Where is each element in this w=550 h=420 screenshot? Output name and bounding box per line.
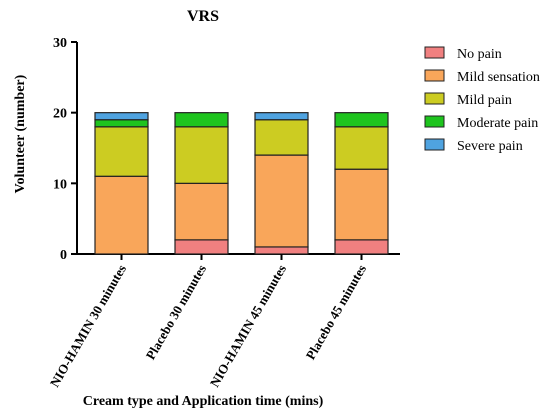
bar-segment	[254, 246, 309, 255]
bar-segment	[94, 175, 149, 255]
y-tick-label: 0	[60, 248, 67, 263]
legend-label: Mild sensation	[457, 70, 540, 85]
bar-segment	[94, 112, 149, 121]
y-tick-label: 10	[53, 177, 67, 192]
legend-swatch	[424, 69, 445, 82]
bar-segment	[254, 119, 309, 156]
legend-label: Mild pain	[457, 93, 512, 108]
legend-label: Moderate pain	[457, 116, 538, 131]
legend-label: Severe pain	[457, 139, 523, 154]
bar-segment	[334, 112, 389, 128]
y-axis-label: Volunteer (number)	[13, 74, 28, 193]
bar-segment	[254, 154, 309, 248]
plot-area: 0 10 20 30 NIO-HAMIN 30 minutes Placebo 30 mi…	[47, 36, 400, 390]
bar-segment	[334, 126, 389, 170]
chart-title: VRS	[187, 8, 219, 25]
y-tick-label: 30	[53, 36, 67, 51]
legend-label: No pain	[457, 47, 502, 62]
bar-segment	[254, 112, 309, 121]
x-tick-label: Placebo 30 minutes	[143, 262, 209, 362]
x-tick-label: Placebo 45 minutes	[303, 262, 369, 362]
legend-swatch	[424, 115, 445, 128]
legend-swatch	[424, 46, 445, 59]
y-tick-label: 20	[53, 107, 67, 122]
legend: No pain Mild sensation Mild pain Moderate p…	[424, 46, 540, 154]
bar-segment	[174, 239, 229, 255]
bar-segment	[334, 168, 389, 241]
bar-segment	[174, 126, 229, 184]
x-axis-label: Cream type and Application time (mins)	[83, 394, 324, 409]
x-tick-label: NIO-HAMIN 30 minutes	[47, 262, 129, 390]
legend-swatch	[424, 138, 445, 151]
x-tick-label: NIO-HAMIN 45 minutes	[207, 262, 289, 390]
bar-segment	[334, 239, 389, 255]
bar-segment	[94, 126, 149, 177]
legend-swatch	[424, 92, 445, 105]
bar-segment	[174, 112, 229, 128]
bar-segment	[94, 119, 149, 128]
bar-segment	[174, 182, 229, 241]
